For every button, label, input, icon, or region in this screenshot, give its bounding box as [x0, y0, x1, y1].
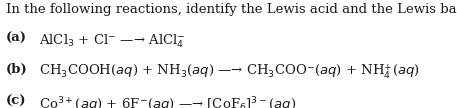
- Text: (b): (b): [6, 63, 28, 76]
- Text: (c): (c): [6, 95, 27, 108]
- Text: AlCl$_3$ + Cl$^{-}$ —→ AlCl$_4^{-}$: AlCl$_3$ + Cl$^{-}$ —→ AlCl$_4^{-}$: [39, 32, 186, 50]
- Text: Co$^{3+}$($aq$) + 6F$^{-}$($aq$) —→ [CoF$_6$]$^{3-}$($aq$): Co$^{3+}$($aq$) + 6F$^{-}$($aq$) —→ [CoF…: [39, 95, 296, 108]
- Text: (a): (a): [6, 32, 27, 45]
- Text: In the following reactions, identify the Lewis acid and the Lewis base.: In the following reactions, identify the…: [6, 3, 457, 16]
- Text: CH$_3$COOH($aq$) + NH$_3$($aq$) —→ CH$_3$COO$^{-}$($aq$) + NH$_4^{+}$($aq$): CH$_3$COOH($aq$) + NH$_3$($aq$) —→ CH$_3…: [39, 63, 420, 81]
